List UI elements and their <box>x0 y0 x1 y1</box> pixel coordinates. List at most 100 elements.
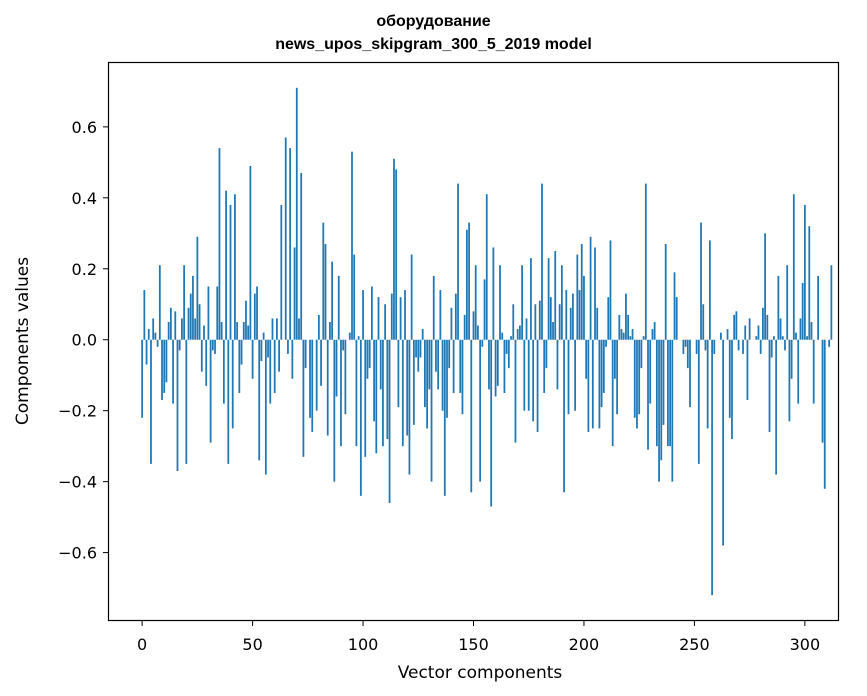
bar <box>430 339 433 482</box>
bar <box>468 222 470 340</box>
bar <box>156 339 159 347</box>
bar <box>558 304 561 340</box>
bar <box>702 304 705 340</box>
bar <box>143 290 146 340</box>
bar <box>795 332 797 340</box>
bar <box>240 339 243 365</box>
bar <box>435 339 437 372</box>
bar <box>536 339 539 432</box>
bar <box>322 222 325 340</box>
bar <box>280 204 283 340</box>
bar <box>200 339 203 372</box>
bar <box>649 339 652 404</box>
bar <box>673 272 676 340</box>
bar <box>792 194 795 340</box>
bar <box>697 339 700 464</box>
bar <box>695 339 698 354</box>
bar <box>766 314 769 340</box>
bar <box>731 339 733 440</box>
bar <box>525 318 528 340</box>
bar <box>194 318 197 340</box>
bar <box>770 339 773 358</box>
bar <box>496 339 499 386</box>
bar <box>541 183 543 340</box>
bar <box>399 297 402 340</box>
bar <box>662 339 665 425</box>
bar <box>353 254 356 340</box>
bar <box>616 339 618 415</box>
bar <box>812 339 815 404</box>
bar <box>227 339 230 464</box>
bar <box>618 314 621 340</box>
bar <box>744 325 747 340</box>
bar <box>653 321 656 340</box>
bar <box>295 87 298 340</box>
bar <box>821 339 824 443</box>
bar <box>214 339 216 354</box>
bar <box>784 339 786 351</box>
bar <box>317 314 320 340</box>
bar <box>631 329 634 340</box>
bar <box>382 339 384 447</box>
bar <box>172 339 174 404</box>
bar <box>786 265 789 340</box>
bar <box>234 194 236 340</box>
bar <box>474 265 477 340</box>
bar <box>441 339 444 411</box>
bar <box>359 339 362 496</box>
bar <box>823 339 826 489</box>
bar <box>457 183 459 340</box>
bar <box>178 339 181 351</box>
bar <box>667 339 669 447</box>
bar <box>161 339 163 401</box>
bar <box>337 275 340 340</box>
bar <box>627 314 630 340</box>
bar <box>324 243 327 340</box>
bar <box>355 339 358 447</box>
bar <box>554 251 557 340</box>
bar <box>390 293 393 340</box>
bar <box>448 339 451 369</box>
y-tick-label: −0.2 <box>58 402 97 421</box>
bar <box>594 247 596 340</box>
bar <box>556 339 559 390</box>
bar <box>614 339 616 379</box>
bar <box>488 339 490 390</box>
bar <box>289 148 292 340</box>
bar <box>620 329 623 340</box>
bar <box>764 233 766 340</box>
bar <box>629 336 632 340</box>
bar <box>428 339 431 390</box>
bar <box>759 339 762 354</box>
bar <box>563 339 565 493</box>
bar <box>470 339 473 493</box>
bar <box>247 325 250 340</box>
bar <box>735 311 738 340</box>
bar <box>806 336 808 340</box>
bar <box>607 297 610 340</box>
bar <box>331 261 333 340</box>
bar <box>708 240 711 340</box>
bar <box>291 339 294 379</box>
bar <box>733 314 736 340</box>
bar <box>315 339 318 411</box>
bar <box>264 339 267 475</box>
bar <box>169 307 172 340</box>
bar <box>779 318 782 340</box>
bar <box>578 290 581 340</box>
bar <box>185 339 188 464</box>
bar <box>158 265 161 340</box>
bar <box>689 339 691 408</box>
bar <box>163 339 166 393</box>
bar <box>477 325 479 340</box>
bar <box>273 339 276 393</box>
bar <box>463 314 466 340</box>
bar <box>523 339 526 411</box>
bar <box>320 339 322 386</box>
bar <box>351 151 353 340</box>
bar <box>362 290 364 340</box>
bar <box>644 183 647 340</box>
y-tick-label: 0.6 <box>72 118 97 137</box>
bar <box>311 339 314 432</box>
bar <box>700 222 702 340</box>
